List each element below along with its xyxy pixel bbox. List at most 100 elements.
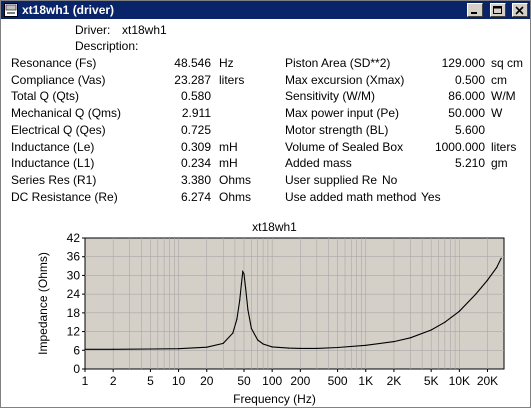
param-label: Series Res (R1): [11, 173, 97, 187]
param-label: Inductance (L1): [11, 156, 95, 170]
driver-label: Driver:: [75, 23, 111, 37]
impedance-point: [393, 341, 395, 343]
param-label: Added mass: [285, 156, 352, 170]
driver-value: xt18wh1: [122, 23, 167, 37]
x-tick-label: 50: [237, 374, 251, 388]
close-icon: [515, 6, 524, 15]
close-button[interactable]: [512, 3, 528, 17]
description-label: Description:: [75, 39, 139, 53]
param-unit: mH: [219, 140, 238, 154]
y-tick-label: 24: [67, 287, 81, 301]
maximize-button[interactable]: [489, 3, 506, 17]
impedance-point: [486, 279, 489, 281]
param-value: 5.210: [454, 156, 485, 170]
impedance-point: [257, 339, 259, 341]
param-unit: W/M: [491, 89, 516, 103]
param-value: 2.911: [181, 106, 211, 120]
x-tick-label: 1: [82, 374, 89, 388]
y-tick-label: 36: [67, 250, 81, 264]
impedance-point: [496, 267, 498, 269]
param-label: Electrical Q (Qes): [11, 123, 106, 137]
y-tick-label: 6: [73, 343, 80, 357]
param-label: Max excursion (Xmax): [285, 73, 405, 87]
flag-label: Use added math method: [285, 190, 417, 204]
impedance-point: [271, 346, 273, 348]
param-value: 48.546: [174, 56, 211, 70]
param-value: 0.309: [180, 140, 211, 154]
x-tick-label: 10K: [449, 374, 470, 388]
x-tick-label: 20: [200, 374, 214, 388]
title-bar[interactable]: xt18wh1 (driver): [1, 1, 530, 19]
impedance-point: [240, 282, 243, 284]
param-unit: mH: [219, 156, 238, 170]
impedance-line: [85, 258, 502, 350]
impedance-point: [239, 299, 241, 301]
minimize-button[interactable]: [467, 3, 484, 17]
impedance-point: [178, 348, 180, 350]
x-tick-label: 2: [110, 374, 117, 388]
param-label: Resonance (Fs): [11, 56, 97, 70]
param-label: Piston Area (SD**2): [285, 56, 391, 70]
param-unit: W: [491, 106, 503, 120]
param-label: Motor strength (BL): [285, 123, 389, 137]
y-tick-label: 42: [67, 231, 81, 245]
param-unit: sq cm: [491, 56, 524, 70]
y-axis-label: Impedance (Ohms): [36, 252, 50, 355]
impedance-point: [444, 321, 446, 323]
param-value: 0.725: [180, 123, 211, 137]
impedance-point: [232, 332, 234, 334]
param-unit: Hz: [219, 56, 234, 70]
app-icon: [4, 3, 18, 17]
impedance-point: [242, 271, 244, 273]
x-axis-label: Frequency (Hz): [233, 392, 316, 406]
param-label: Volume of Sealed Box: [285, 140, 404, 154]
flag-value: Yes: [421, 190, 441, 204]
param-label: DC Resistance (Re): [11, 190, 118, 204]
impedance-point: [84, 348, 86, 350]
impedance-point: [236, 318, 238, 320]
param-unit: Ohms: [219, 173, 252, 187]
param-value: 0.580: [180, 89, 211, 103]
param-value: 1000.000: [434, 140, 485, 154]
param-value: 6.274: [180, 190, 211, 204]
impedance-point: [316, 347, 318, 349]
impedance-point: [337, 346, 339, 349]
impedance-point: [288, 347, 290, 349]
x-tick-label: 2K: [387, 374, 402, 388]
maximize-icon: [492, 6, 502, 14]
param-unit: liters: [219, 73, 245, 87]
param-label: Mechanical Q (Qms): [11, 106, 122, 120]
impedance-point: [112, 348, 114, 350]
param-value: 0.500: [454, 73, 485, 87]
impedance-point: [262, 343, 264, 345]
impedance-point: [458, 310, 460, 312]
param-value: 23.287: [174, 73, 211, 87]
impedance-point: [299, 347, 301, 349]
x-tick-label: 100: [262, 374, 282, 388]
y-tick-label: 0: [73, 362, 80, 376]
param-value: 50.000: [448, 106, 485, 120]
param-label: Compliance (Vas): [11, 73, 106, 87]
impedance-point: [245, 287, 247, 289]
param-unit: Ohms: [219, 190, 252, 204]
impedance-point: [250, 327, 252, 330]
impedance-point: [409, 337, 411, 339]
x-tick-label: 200: [290, 374, 310, 388]
x-tick-label: 5: [147, 374, 154, 388]
x-tick-label: 20K: [477, 374, 498, 388]
y-tick-label: 18: [67, 306, 81, 320]
impedance-point: [500, 257, 502, 259]
plot-area: [84, 237, 505, 370]
impedance-point: [430, 329, 432, 331]
x-tick-label: 1K: [358, 374, 373, 388]
x-tick-label: 10: [172, 374, 186, 388]
param-unit: cm: [491, 73, 507, 87]
impedance-point: [222, 342, 224, 344]
param-value: 0.234: [180, 156, 211, 170]
param-unit: gm: [491, 156, 508, 170]
chart-title: xt18wh1: [252, 220, 297, 234]
param-value: 5.600: [454, 123, 485, 137]
flag-label: User supplied Re: [285, 173, 378, 187]
